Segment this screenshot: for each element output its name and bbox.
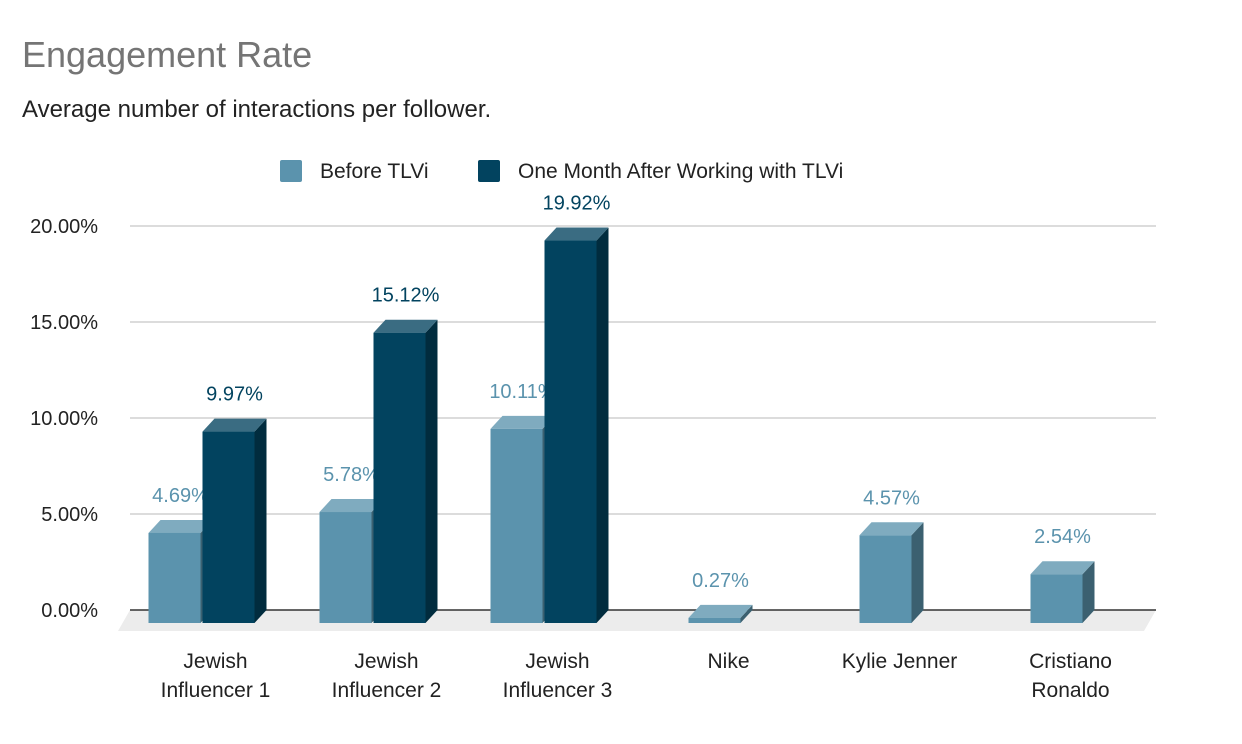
y-tick-label: 10.00%: [30, 408, 98, 430]
bar-top: [544, 227, 609, 241]
chart-title: Engagement Rate: [22, 34, 313, 75]
y-tick-label: 20.00%: [30, 216, 98, 238]
bar-before: [490, 428, 543, 623]
y-tick-label: 15.00%: [30, 312, 98, 334]
chart-subtitle: Average number of interactions per follo…: [22, 96, 492, 123]
bar-before: [319, 512, 372, 623]
bar-side: [596, 227, 609, 623]
data-label-before: 2.54%: [1034, 526, 1091, 548]
x-category-label: Jewish Influencer 2: [332, 650, 442, 702]
x-category-label: Kylie Jenner: [842, 650, 958, 673]
data-label-after: 15.12%: [372, 285, 440, 307]
bar-side: [740, 604, 753, 623]
legend-swatch-after: [478, 160, 500, 182]
bar-top: [859, 522, 924, 536]
bar-side: [911, 522, 924, 623]
legend-label-after: One Month After Working with TLVi: [518, 160, 843, 183]
bar-before: [859, 535, 912, 623]
x-category-label: Cristiano Ronaldo: [1029, 650, 1112, 702]
bar-top: [1030, 561, 1095, 575]
bar-before: [1030, 574, 1083, 623]
x-category-label: Jewish Influencer 3: [503, 650, 613, 702]
data-label-after: 19.92%: [543, 193, 611, 215]
bar-top: [319, 499, 384, 513]
data-label-before: 4.57%: [863, 487, 920, 509]
bar-after: [202, 431, 255, 623]
legend-swatch-before: [280, 160, 302, 182]
y-tick-label: 5.00%: [41, 504, 98, 526]
data-label-after: 9.97%: [206, 384, 263, 406]
bar-top: [490, 415, 555, 429]
chart-floor: [118, 610, 1156, 631]
bar-top: [148, 519, 213, 533]
y-tick-label: 0.00%: [41, 600, 98, 622]
data-label-before: 0.27%: [692, 570, 749, 592]
bar-before: [148, 532, 201, 623]
bar-top: [373, 319, 438, 333]
bar-side: [254, 418, 267, 623]
bar-top: [202, 418, 267, 432]
x-category-label: Nike: [707, 650, 749, 673]
x-category-label: Jewish Influencer 1: [161, 650, 271, 702]
bar-after: [544, 240, 597, 623]
bar-side: [1082, 561, 1095, 623]
legend-label-before: Before TLVi: [320, 160, 429, 183]
bar-side: [425, 319, 438, 623]
data-label-before: 4.69%: [152, 485, 209, 507]
bar-after: [373, 332, 426, 623]
bar-top: [688, 604, 753, 618]
data-label-before: 5.78%: [323, 464, 380, 486]
bar-before: [688, 617, 741, 623]
